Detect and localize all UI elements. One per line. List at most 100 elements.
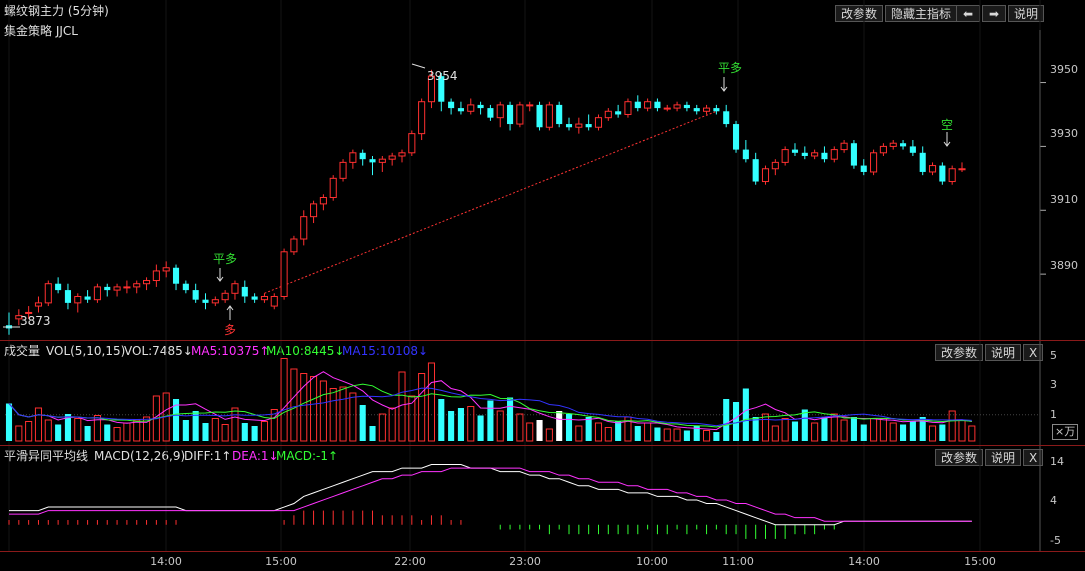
volume-close-button[interactable]: X — [1023, 344, 1044, 361]
macd-chart[interactable] — [0, 446, 1085, 551]
volume-bar — [5, 403, 13, 441]
candle-body — [300, 216, 308, 240]
candle-body — [615, 111, 622, 115]
volume-bar — [556, 411, 563, 441]
candle-body — [928, 165, 937, 173]
candle-body — [634, 101, 641, 109]
low-price-label: 3873 — [20, 314, 51, 328]
candle-body — [280, 251, 288, 297]
candle-body — [830, 149, 838, 160]
candle-body — [339, 161, 347, 179]
volume-bar — [427, 362, 436, 442]
volume-bar — [821, 417, 828, 441]
time-tick: 23:00 — [509, 555, 541, 568]
volume-bar — [752, 417, 759, 441]
volume-bar — [663, 428, 671, 442]
volume-bar — [487, 400, 494, 441]
volume-bar — [634, 426, 641, 441]
volume-bar — [958, 419, 966, 442]
macd-close-button[interactable]: X — [1023, 449, 1044, 466]
scroll-right-button[interactable]: ➡ — [982, 5, 1006, 22]
volume-bar — [378, 413, 386, 442]
volume-bar — [654, 427, 661, 441]
volume-chart[interactable] — [0, 341, 1085, 445]
volume-bar — [369, 426, 376, 441]
candle-body — [251, 296, 258, 300]
candle-body — [575, 123, 583, 128]
volume-value: VOL:7485↓ — [124, 344, 193, 358]
candle-body — [585, 124, 592, 128]
macd-help-button[interactable]: 说明 — [985, 449, 1022, 466]
volume-ma5: MA5:10375↑ — [191, 344, 270, 358]
volume-bar — [319, 380, 327, 442]
volume-bar — [84, 426, 91, 441]
change-params-button[interactable]: 改参数 — [835, 5, 884, 22]
volume-panel-name: 成交量 — [4, 344, 41, 358]
volume-ma15-line — [8, 387, 972, 427]
candle-body — [113, 286, 121, 291]
volume-bar — [172, 399, 180, 441]
volume-bar — [507, 397, 514, 441]
volume-bar — [791, 421, 799, 441]
candle-body — [909, 146, 916, 153]
volume-bar — [221, 424, 229, 442]
volume-bar — [516, 413, 524, 442]
candle-body — [329, 177, 337, 199]
candle-body — [55, 283, 62, 291]
volume-bar — [359, 405, 366, 441]
volume-bar — [34, 407, 43, 442]
volume-bar — [270, 409, 278, 442]
candlestick-chart[interactable] — [0, 0, 1085, 340]
volume-bar — [280, 358, 288, 442]
volume-bar — [604, 427, 612, 442]
volume-bar — [55, 424, 62, 441]
candle-body — [64, 290, 71, 303]
candle-body — [624, 101, 632, 115]
volume-bar — [438, 399, 445, 441]
hide-main-indicator-button[interactable]: 隐藏主指标 — [885, 5, 958, 22]
candle-body — [594, 117, 603, 128]
x-axis-divider — [0, 551, 1085, 552]
volume-bar — [565, 414, 573, 441]
scroll-left-button[interactable]: ⬅ — [956, 5, 980, 22]
volume-tick-5: 5 — [1050, 349, 1057, 362]
candle-body — [84, 296, 91, 300]
volume-bar — [811, 422, 819, 442]
help-button[interactable]: 说明 — [1008, 5, 1045, 22]
volume-bar — [290, 368, 298, 442]
candle-body — [821, 152, 828, 160]
candle-body — [604, 110, 612, 119]
volume-bar — [349, 392, 357, 442]
volume-bar — [467, 406, 475, 442]
candle-body — [919, 152, 926, 172]
candle-body — [93, 286, 101, 301]
candle-body — [448, 101, 455, 109]
volume-bar — [457, 408, 464, 441]
volume-bar — [889, 422, 897, 442]
candle-body — [211, 299, 219, 304]
volume-bar — [761, 413, 770, 442]
volume-change-params-button[interactable]: 改参数 — [935, 344, 984, 361]
candle-body — [693, 108, 700, 112]
volume-bar — [594, 422, 603, 442]
volume-bar — [870, 418, 878, 442]
candle-body — [673, 104, 681, 109]
candle-body — [162, 267, 170, 272]
volume-ma10-line — [8, 383, 972, 428]
macd-tick-neg5: -5 — [1050, 534, 1061, 547]
volume-bar — [496, 410, 504, 442]
volume-bar — [339, 386, 347, 442]
volume-bar — [477, 415, 484, 441]
candle-body — [536, 104, 543, 128]
volume-help-button[interactable]: 说明 — [985, 344, 1022, 361]
candle-body — [811, 152, 819, 157]
candle-body — [565, 124, 573, 128]
volume-bar — [919, 417, 926, 441]
high-price-label: 3954 — [427, 69, 458, 83]
volume-bar — [900, 424, 907, 441]
volume-tick-1: 1 — [1050, 408, 1057, 421]
candle-body — [388, 155, 396, 160]
candle-body — [123, 286, 131, 289]
volume-bar — [536, 420, 543, 441]
macd-change-params-button[interactable]: 改参数 — [935, 449, 984, 466]
